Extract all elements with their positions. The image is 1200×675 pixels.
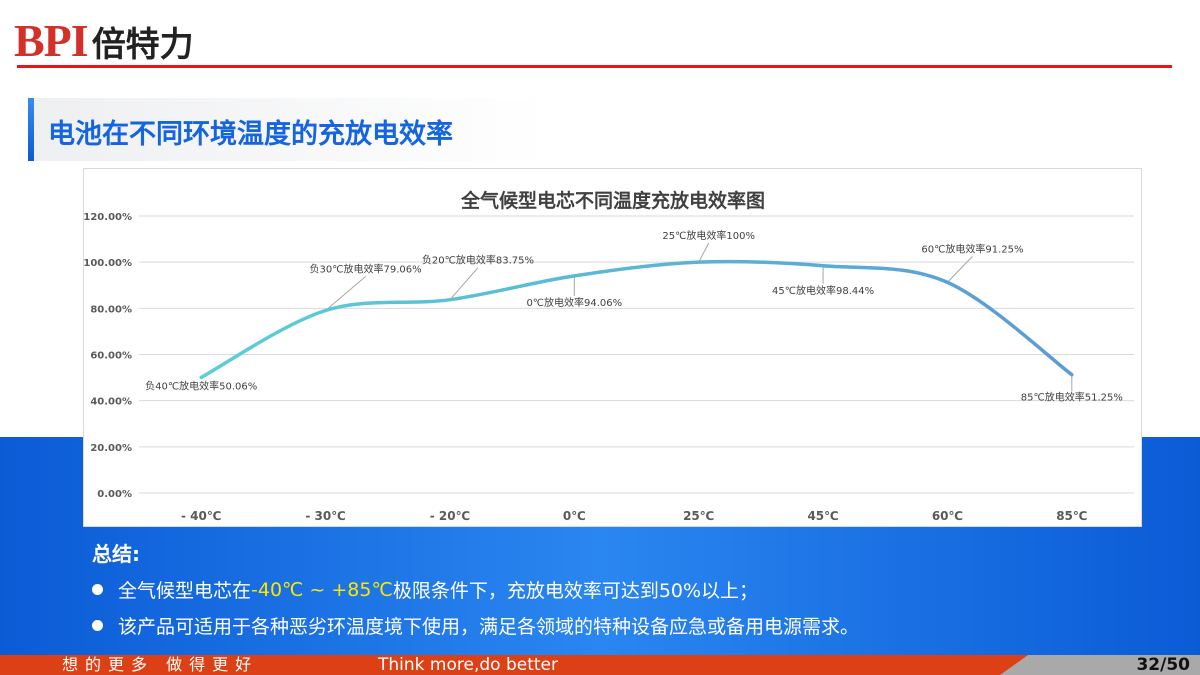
y-tick-label: 20.00% xyxy=(90,443,132,454)
summary-heading: 总结: xyxy=(92,542,140,566)
data-label: 25℃放电效率100% xyxy=(662,229,755,242)
temp-range: -40℃ ~ +85℃ xyxy=(251,578,393,601)
x-tick-label: - 30℃ xyxy=(305,509,345,523)
summary: 总结: 全气候型电芯在 -40℃ ~ +85℃ 极限条件下，充放电效率可达到50%以… xyxy=(92,538,859,639)
x-tick-label: 60℃ xyxy=(932,509,963,523)
logo-latin: BPI xyxy=(14,15,89,66)
logo: BPI 倍特力 xyxy=(14,15,194,66)
data-label: 45℃放电效率98.44% xyxy=(772,284,874,297)
x-tick-label: - 20℃ xyxy=(430,509,470,523)
data-label: 负20℃放电效率83.75% xyxy=(422,254,534,267)
summary-item: 全气候型电芯在 -40℃ ~ +85℃ 极限条件下，充放电效率可达到50%以上； xyxy=(92,576,859,603)
page-number: 32/50 xyxy=(1136,655,1190,675)
x-tick-label: 45℃ xyxy=(807,509,838,523)
data-label: 85℃放电效率51.25% xyxy=(1021,391,1123,404)
x-tick-label: 85℃ xyxy=(1056,509,1087,523)
leader-line xyxy=(947,256,973,283)
x-tick-label: 25℃ xyxy=(683,509,714,523)
slide-title-bar: 电池在不同环境温度的充放电效率 xyxy=(28,98,548,161)
data-label: 负40℃放电效率50.06% xyxy=(145,379,257,392)
chart-title: 全气候型电芯不同温度充放电效率图 xyxy=(460,189,765,212)
x-tick-label: 0℃ xyxy=(563,509,586,523)
logo-chinese: 倍特力 xyxy=(91,24,194,65)
y-tick-label: 0.00% xyxy=(97,489,132,500)
y-tick-label: 80.00% xyxy=(90,304,132,315)
summary-item: 该产品可适用于各种恶劣环温度境下使用，满足各领域的特种设备应急或备用电源需求。 xyxy=(92,612,859,639)
data-label: 60℃放电效率91.25% xyxy=(921,242,1023,255)
chart-card: 全气候型电芯不同温度充放电效率图 0.00% 20.00% 40.00% 60.00%… xyxy=(83,168,1142,527)
footer-gray-tab xyxy=(1000,655,1200,675)
slide-title: 电池在不同环境温度的充放电效率 xyxy=(48,119,453,150)
footer: 想的更多 做得更好 Think more,do better 32/50 xyxy=(0,655,1200,675)
header-divider xyxy=(17,65,1172,68)
bullet-icon xyxy=(92,584,103,595)
slogan-cn: 想的更多 做得更好 xyxy=(62,655,259,674)
leader-line xyxy=(698,242,710,263)
leader-line xyxy=(325,276,366,311)
series-line xyxy=(199,259,1074,380)
title-accent xyxy=(28,98,34,161)
efficiency-chart: 全气候型电芯不同温度充放电效率图 0.00% 20.00% 40.00% 60.00%… xyxy=(84,189,1134,523)
y-tick-label: 40.00% xyxy=(90,397,132,408)
bullet-icon xyxy=(92,620,103,631)
y-tick-label: 60.00% xyxy=(90,351,132,362)
data-label: 负30℃放电效率79.06% xyxy=(310,263,422,276)
y-tick-label: 120.00% xyxy=(84,212,132,223)
data-label: 0℃放电效率94.06% xyxy=(526,296,622,309)
slogan-en: Think more,do better xyxy=(378,655,558,675)
x-tick-label: - 40℃ xyxy=(181,509,221,523)
y-tick-label: 100.00% xyxy=(84,258,132,269)
leader-line xyxy=(449,267,479,301)
